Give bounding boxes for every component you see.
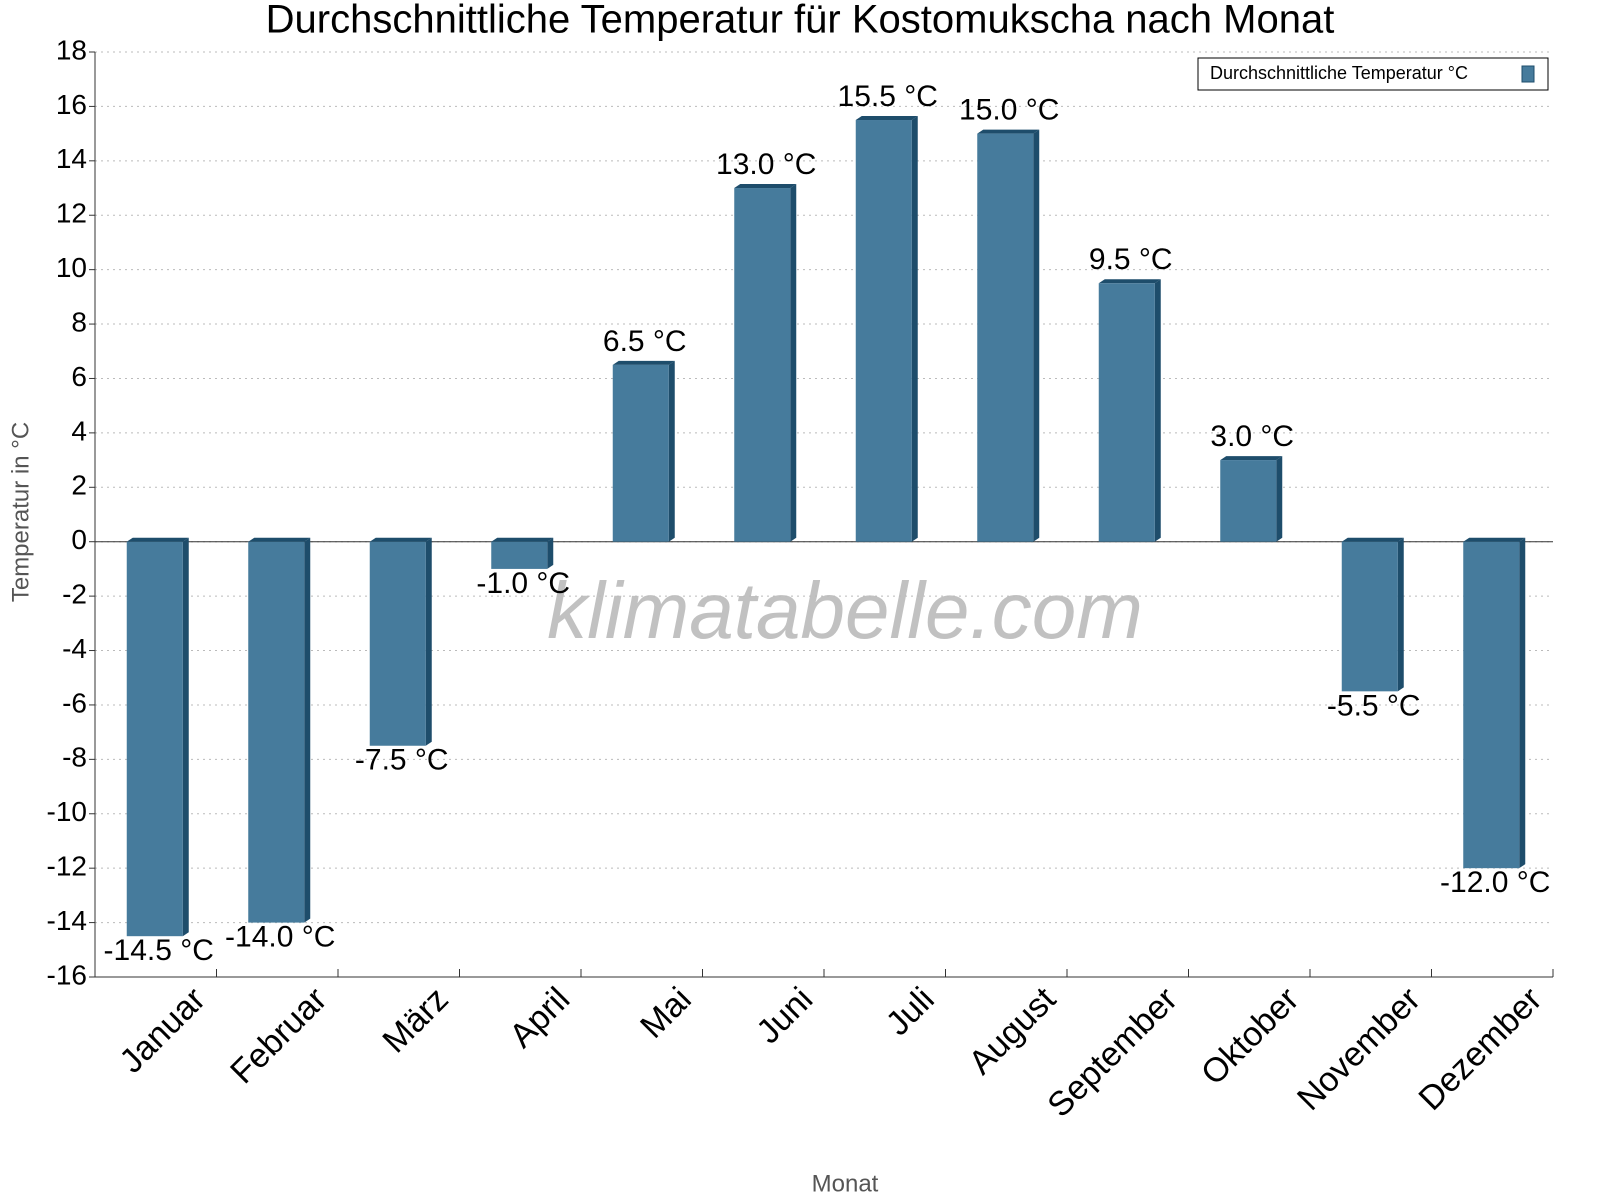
bar-top: [612, 360, 675, 365]
chart-title: Durchschnittliche Temperatur für Kostomu…: [266, 0, 1335, 42]
value-label: 3.0 °C: [1210, 420, 1294, 453]
bar-top: [1098, 279, 1161, 284]
bar: [369, 541, 426, 746]
y-tick-label: 16: [56, 89, 87, 120]
bar-top: [1341, 537, 1404, 542]
bar-side: [668, 360, 675, 542]
value-label: 6.5 °C: [603, 325, 687, 358]
bar-top: [734, 184, 797, 189]
value-label: 15.5 °C: [838, 80, 938, 113]
bar-side: [1519, 537, 1526, 869]
watermark: klimatabelle.com: [547, 566, 1143, 655]
bar-side: [547, 537, 554, 569]
legend-swatch: [1521, 65, 1535, 83]
bar-side: [1397, 537, 1404, 692]
bar-top: [1220, 456, 1283, 461]
bar: [248, 541, 305, 923]
bar: [855, 120, 912, 542]
bar-side: [182, 537, 189, 937]
y-tick-label: 18: [56, 34, 87, 65]
value-label: 9.5 °C: [1089, 243, 1173, 276]
y-tick-label: 10: [56, 252, 87, 283]
y-axis-title: Temperatur in °C: [7, 422, 34, 602]
bar-top: [126, 537, 189, 542]
x-axis-title: Monat: [812, 1170, 879, 1197]
legend-label: Durchschnittliche Temperatur °C: [1210, 63, 1468, 83]
bar-top: [855, 116, 918, 121]
bar: [126, 541, 183, 937]
bar-side: [1154, 279, 1161, 542]
bar-side: [425, 537, 432, 746]
bar: [1220, 460, 1277, 542]
bar-top: [1463, 537, 1526, 542]
value-label: -5.5 °C: [1327, 689, 1421, 722]
bar: [977, 133, 1034, 542]
bar-side: [1033, 129, 1040, 542]
value-label: -14.0 °C: [225, 921, 335, 954]
y-tick-label: 0: [71, 524, 87, 555]
value-label: -14.5 °C: [104, 934, 214, 967]
y-tick-label: -16: [47, 959, 87, 990]
bar-side: [790, 184, 797, 542]
y-tick-label: -2: [62, 579, 87, 610]
y-tick-label: 2: [71, 470, 87, 501]
bar: [1463, 541, 1520, 869]
y-tick-label: 8: [71, 306, 87, 337]
value-label: 15.0 °C: [959, 94, 1059, 127]
value-label: -1.0 °C: [476, 567, 570, 600]
bar-top: [491, 537, 554, 542]
y-tick-label: 6: [71, 361, 87, 392]
y-tick-label: 14: [56, 143, 87, 174]
y-tick-label: 4: [71, 415, 87, 446]
value-label: -12.0 °C: [1440, 866, 1550, 899]
y-tick-label: -14: [47, 905, 87, 936]
bar-top: [248, 537, 311, 542]
bar: [491, 541, 548, 569]
y-tick-label: -10: [47, 796, 87, 827]
y-tick-label: -8: [62, 742, 87, 773]
bar-side: [304, 537, 311, 923]
bar: [734, 188, 791, 542]
y-tick-label: -6: [62, 687, 87, 718]
bar: [1341, 541, 1398, 692]
bar-top: [977, 129, 1040, 134]
legend-box: [1197, 57, 1549, 91]
bar-top: [369, 537, 432, 542]
y-tick-label: -12: [47, 851, 87, 882]
bar: [612, 364, 669, 542]
y-tick-label: -4: [62, 633, 87, 664]
bar: [1098, 283, 1155, 542]
bar-side: [911, 116, 918, 542]
y-tick-label: 12: [56, 198, 87, 229]
value-label: 13.0 °C: [716, 148, 816, 181]
value-label: -7.5 °C: [355, 744, 449, 777]
bar-side: [1276, 456, 1283, 542]
